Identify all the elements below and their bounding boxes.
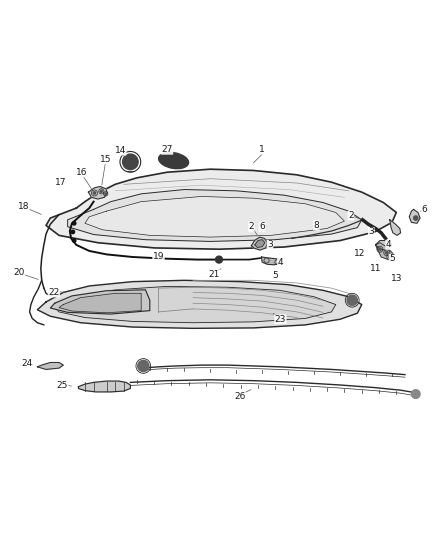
Text: 23: 23 — [275, 315, 286, 324]
Text: 6: 6 — [259, 222, 265, 231]
Circle shape — [215, 256, 223, 263]
Circle shape — [100, 190, 102, 192]
Polygon shape — [375, 240, 391, 250]
Circle shape — [138, 360, 149, 372]
Circle shape — [378, 248, 381, 251]
Polygon shape — [255, 240, 265, 247]
Polygon shape — [59, 293, 141, 313]
Text: 25: 25 — [57, 381, 68, 390]
Text: 17: 17 — [56, 177, 67, 187]
Polygon shape — [37, 280, 362, 328]
Polygon shape — [251, 237, 268, 250]
Polygon shape — [67, 190, 362, 241]
Text: 20: 20 — [14, 269, 25, 278]
Polygon shape — [261, 257, 282, 265]
Polygon shape — [88, 187, 107, 199]
Polygon shape — [375, 243, 393, 260]
Ellipse shape — [159, 152, 189, 168]
Text: 16: 16 — [76, 168, 87, 177]
Text: 27: 27 — [162, 145, 173, 154]
Circle shape — [385, 252, 388, 254]
Polygon shape — [50, 290, 150, 314]
Circle shape — [347, 295, 357, 305]
Text: 6: 6 — [421, 205, 427, 214]
Text: 5: 5 — [272, 271, 278, 280]
Circle shape — [93, 192, 95, 194]
Circle shape — [71, 230, 74, 233]
Polygon shape — [390, 220, 401, 236]
Polygon shape — [78, 381, 131, 392]
Text: 26: 26 — [234, 392, 245, 401]
Text: 2: 2 — [348, 211, 354, 220]
Text: 8: 8 — [314, 221, 319, 230]
Polygon shape — [46, 169, 396, 249]
Circle shape — [72, 222, 76, 225]
Text: 3: 3 — [267, 240, 273, 249]
Circle shape — [411, 390, 420, 398]
Text: 5: 5 — [389, 254, 395, 263]
Text: 18: 18 — [18, 203, 29, 211]
Text: 13: 13 — [391, 274, 402, 283]
Text: 14: 14 — [115, 146, 126, 155]
Circle shape — [389, 256, 391, 259]
Polygon shape — [37, 362, 64, 369]
Polygon shape — [55, 286, 336, 322]
Text: 15: 15 — [100, 155, 111, 164]
Text: 11: 11 — [370, 264, 381, 273]
Polygon shape — [409, 209, 420, 223]
Text: 2: 2 — [249, 222, 254, 231]
Text: 1: 1 — [259, 145, 265, 154]
Text: 4: 4 — [386, 240, 391, 249]
Text: 21: 21 — [208, 270, 219, 279]
Text: 19: 19 — [153, 253, 164, 262]
Circle shape — [72, 239, 76, 243]
Text: 24: 24 — [21, 359, 32, 368]
Polygon shape — [85, 197, 344, 237]
Circle shape — [123, 154, 138, 169]
Circle shape — [413, 216, 418, 220]
Text: 22: 22 — [48, 288, 60, 297]
Text: 4: 4 — [278, 257, 283, 266]
Circle shape — [105, 193, 106, 195]
Text: 12: 12 — [354, 249, 365, 258]
Text: 3: 3 — [368, 228, 374, 237]
